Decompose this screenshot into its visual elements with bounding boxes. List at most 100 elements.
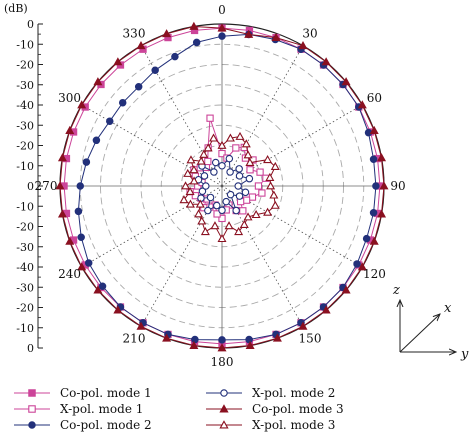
legend-label: Co-pol. mode 1 [60,386,152,400]
data-point [199,149,209,158]
data-point [196,156,206,165]
data-point [206,193,215,202]
data-point [84,259,93,267]
radial-tick-label: -30 [16,79,34,92]
data-point [93,77,103,86]
data-point [65,236,75,245]
data-point [210,221,220,230]
data-point [270,200,280,209]
data-point [93,285,103,294]
data-point [248,193,257,201]
grid-spoke [140,185,223,327]
angle-tick-label: 120 [363,267,386,281]
radial-tick-label: -30 [16,281,34,294]
legend-label: X-pol. mode 3 [252,418,335,432]
data-point [243,150,253,159]
data-point [203,143,213,152]
data-point [219,420,229,429]
data-point [298,41,308,50]
angle-tick-label: 180 [211,355,234,369]
data-point [232,206,240,215]
grid-spoke [221,185,363,268]
data-point [191,335,199,344]
radial-tick-label: -20 [16,221,34,234]
legend-label: X-pol. mode 2 [252,386,335,400]
radial-tick-label: -20 [16,140,34,153]
radial-tick-label: -10 [16,322,34,335]
data-point [55,181,65,190]
data-point [217,23,227,32]
data-point [74,207,83,216]
data-point [321,305,331,314]
data-point [225,133,235,142]
data-point [235,131,245,140]
data-point [113,57,123,66]
data-point [269,190,279,199]
data-point [189,176,199,185]
angle-tick-label: 210 [123,331,146,345]
data-point [241,188,250,197]
data-point [204,206,212,215]
data-point [271,32,281,41]
data-point [357,262,367,271]
angle-tick-label: 90 [390,179,405,193]
data-point [113,305,123,314]
data-point [369,236,379,245]
data-point [243,212,253,221]
radial-tick-label: -40 [16,261,34,274]
radial-tick-label: -10 [16,160,34,173]
data-point [226,168,234,176]
data-point [265,172,275,181]
data-point [372,182,380,190]
data-point [186,155,196,164]
legend: Co-pol. mode 1 X-pol. mode 2 X-pol. mode 1… [14,386,344,432]
data-point [235,165,243,173]
data-point [220,389,228,397]
data-point [239,219,249,228]
angle-tick-label: 150 [299,331,322,345]
radial-tick-label: -30 [16,119,34,132]
y-axis-label: y [460,347,469,362]
radial-tick-label: 0 [27,342,34,355]
data-point [225,154,234,163]
data-point [210,168,218,176]
legend-item: Co-pol. mode 3 [206,402,344,416]
data-point [28,421,36,429]
data-point [185,199,195,208]
data-point [235,192,244,200]
data-point [179,195,189,204]
data-point [353,260,361,268]
data-point [92,136,101,145]
data-point [239,207,247,215]
series-layer [55,21,389,352]
data-point [76,182,85,190]
data-point [136,321,146,330]
radial-tick-label: 0 [27,18,34,31]
angle-labels: 0 30 60 90 120 150 180 210 240 270 300 330 [35,3,406,369]
series-x-pol-mode-2 [194,154,254,215]
legend-label: Co-pol. mode 3 [252,402,344,416]
radial-tick-label: -10 [16,200,34,213]
legend-item: Co-pol. mode 2 [14,418,152,432]
data-point [171,52,179,61]
data-point [106,117,114,125]
data-point [272,333,282,342]
data-point [241,139,251,148]
data-point [256,168,264,176]
data-point [181,181,191,190]
data-point [218,32,226,40]
angle-tick-label: 270 [35,179,58,193]
data-point [222,197,230,206]
data-point [234,226,244,236]
data-point [251,209,261,219]
data-point [197,194,205,202]
data-point [77,262,87,271]
legend-item: Co-pol. mode 1 [14,386,152,400]
grid-spoke [81,185,223,268]
data-point [209,133,219,142]
angle-tick-label: 300 [58,91,81,105]
data-point [362,234,371,243]
data-point [189,21,199,30]
series-co-pol-mode-3 [55,21,389,352]
data-point [98,282,107,290]
